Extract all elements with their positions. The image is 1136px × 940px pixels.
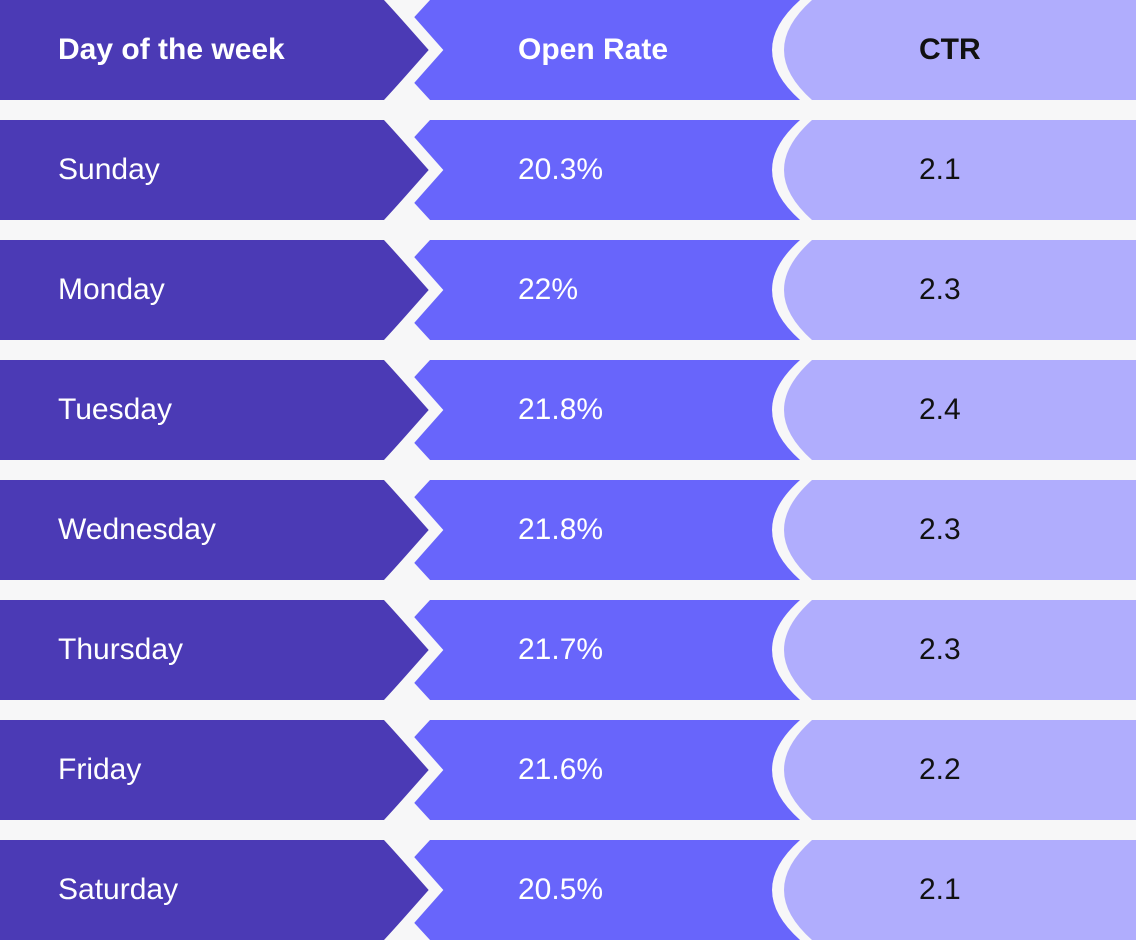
ctr-cell — [760, 840, 1136, 940]
curved-separator — [772, 0, 812, 100]
day-cell — [0, 0, 430, 100]
curved-separator — [772, 240, 812, 340]
ctr-cell — [760, 360, 1136, 460]
ctr-label: 2.2 — [919, 753, 961, 786]
open-rate-cell — [384, 480, 800, 580]
day-label: Tuesday — [58, 393, 172, 426]
open-rate-cell — [384, 720, 800, 820]
ctr-label: 2.1 — [919, 153, 961, 186]
open-rate-cell — [384, 0, 800, 100]
chevron-separator — [385, 594, 444, 706]
ctr-cell — [760, 240, 1136, 340]
day-cell — [0, 480, 430, 580]
curved-separator — [772, 720, 812, 820]
day-label: Thursday — [58, 633, 183, 666]
open-rate-label: 21.7% — [518, 633, 603, 666]
chevron-separator — [385, 234, 444, 346]
open-rate-label: Open Rate — [518, 33, 668, 66]
ctr-label: 2.3 — [919, 513, 961, 546]
chevron-separator — [385, 714, 444, 826]
table-row: Friday 21.6% 2.2 — [0, 714, 1136, 826]
curved-separator — [772, 360, 812, 460]
day-cell — [0, 840, 430, 940]
ctr-cell — [760, 120, 1136, 220]
open-rate-cell — [384, 840, 800, 940]
table-row: Thursday 21.7% 2.3 — [0, 594, 1136, 706]
ctr-label: CTR — [919, 33, 981, 66]
table-row: Sunday 20.3% 2.1 — [0, 114, 1136, 226]
open-rate-cell — [384, 120, 800, 220]
day-label: Sunday — [58, 153, 160, 186]
day-label: Day of the week — [58, 33, 285, 66]
open-rate-label: 22% — [518, 273, 578, 306]
open-rate-label: 21.8% — [518, 513, 603, 546]
open-rate-label: 20.5% — [518, 873, 603, 906]
table-row: Saturday 20.5% 2.1 — [0, 834, 1136, 940]
ctr-label: 2.3 — [919, 633, 961, 666]
open-rate-label: 20.3% — [518, 153, 603, 186]
curved-separator — [772, 120, 812, 220]
ctr-cell — [760, 480, 1136, 580]
day-cell — [0, 240, 430, 340]
curved-separator — [772, 600, 812, 700]
day-cell — [0, 360, 430, 460]
curved-separator — [772, 840, 812, 940]
table-row: Monday 22% 2.3 — [0, 234, 1136, 346]
ctr-cell — [760, 720, 1136, 820]
ctr-label: 2.1 — [919, 873, 961, 906]
ctr-label: 2.3 — [919, 273, 961, 306]
table-row: Wednesday 21.8% 2.3 — [0, 474, 1136, 586]
day-label: Friday — [58, 753, 141, 786]
curved-separator — [772, 480, 812, 580]
day-label: Saturday — [58, 873, 178, 906]
day-cell — [0, 720, 430, 820]
day-label: Wednesday — [58, 513, 216, 546]
ctr-label: 2.4 — [919, 393, 961, 426]
day-cell — [0, 600, 430, 700]
open-rate-cell — [384, 240, 800, 340]
day-cell — [0, 120, 430, 220]
ctr-cell — [760, 600, 1136, 700]
open-rate-cell — [384, 600, 800, 700]
open-rate-label: 21.6% — [518, 753, 603, 786]
chevron-separator — [385, 474, 444, 586]
open-rate-cell — [384, 360, 800, 460]
day-label: Monday — [58, 273, 165, 306]
chevron-separator — [385, 834, 444, 940]
chevron-separator — [385, 354, 444, 466]
ctr-cell — [760, 0, 1136, 100]
table-row: Tuesday 21.8% 2.4 — [0, 354, 1136, 466]
header-row: Day of the week Open Rate CTR — [0, 0, 1136, 106]
open-rate-label: 21.8% — [518, 393, 603, 426]
chevron-separator — [385, 114, 444, 226]
chevron-separator — [385, 0, 444, 106]
